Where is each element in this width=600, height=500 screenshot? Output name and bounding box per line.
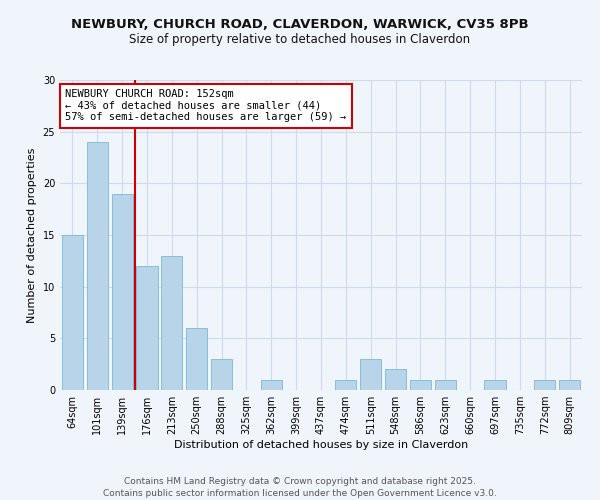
Bar [62, 235, 83, 390]
Bar [335, 380, 356, 390]
Text: NEWBURY CHURCH ROAD: 152sqm
← 43% of detached houses are smaller (44)
57% of sem: NEWBURY CHURCH ROAD: 152sqm ← 43% of det… [65, 90, 346, 122]
Text: Size of property relative to detached houses in Claverdon: Size of property relative to detached ho… [130, 32, 470, 46]
Bar [161, 256, 182, 390]
Bar [112, 194, 133, 390]
Bar [136, 266, 158, 390]
Bar [211, 359, 232, 390]
X-axis label: Distribution of detached houses by size in Claverdon: Distribution of detached houses by size … [174, 440, 468, 450]
Y-axis label: Number of detached properties: Number of detached properties [27, 148, 37, 322]
Text: Contains HM Land Registry data © Crown copyright and database right 2025.: Contains HM Land Registry data © Crown c… [124, 478, 476, 486]
Bar [410, 380, 431, 390]
Bar [186, 328, 207, 390]
Bar [559, 380, 580, 390]
Bar [435, 380, 456, 390]
Text: Contains public sector information licensed under the Open Government Licence v3: Contains public sector information licen… [103, 489, 497, 498]
Bar [87, 142, 108, 390]
Bar [484, 380, 506, 390]
Bar [534, 380, 555, 390]
Bar [385, 370, 406, 390]
Text: NEWBURY, CHURCH ROAD, CLAVERDON, WARWICK, CV35 8PB: NEWBURY, CHURCH ROAD, CLAVERDON, WARWICK… [71, 18, 529, 30]
Bar [261, 380, 282, 390]
Bar [360, 359, 381, 390]
